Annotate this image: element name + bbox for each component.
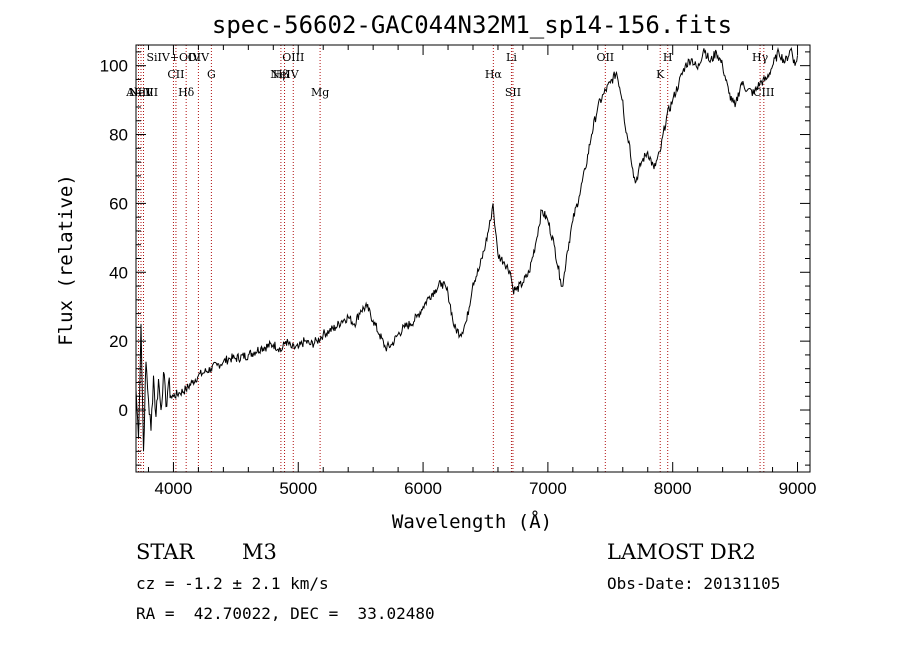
marker-label: OIII	[282, 51, 304, 64]
marker-label: G	[207, 68, 216, 81]
y-tick-label: 20	[109, 332, 128, 351]
x-tick-label: 7000	[529, 479, 567, 498]
marker-label: K	[656, 68, 665, 81]
marker-label: SiIV+OIV	[147, 51, 202, 64]
survey-name: LAMOST DR2	[607, 540, 756, 564]
x-tick-label: 8000	[654, 479, 692, 498]
x-tick-label: 6000	[404, 479, 442, 498]
axis-ticks: 4000 5000 6000 7000 8000 9000 0 20 40 60 80 100	[100, 45, 817, 498]
marker-label: NeV	[129, 86, 154, 99]
marker-label: H	[663, 51, 673, 64]
marker-label: OIV	[188, 51, 210, 64]
object-class: STAR	[136, 540, 195, 564]
y-tick-label: 80	[109, 126, 128, 145]
x-tick-label: 4000	[155, 479, 193, 498]
marker-label: Hδ	[178, 86, 195, 99]
marker-label: OII	[596, 51, 614, 64]
marker-label: NeIV	[270, 68, 299, 81]
marker-label: Mg	[311, 86, 329, 99]
spectrum-line	[135, 47, 798, 452]
y-tick-label: 40	[109, 263, 128, 282]
marker-label: CII	[167, 68, 184, 81]
x-tick-label: 5000	[279, 479, 317, 498]
redshift-readout: cz = -1.2 ± 2.1 km/s	[136, 574, 329, 593]
x-axis-label: Wavelength (Å)	[392, 510, 552, 533]
x-tick-label: 9000	[779, 479, 817, 498]
marker-label: Li	[506, 51, 517, 64]
chart-title: spec-56602-GAC044N32M1_sp14-156.fits	[212, 11, 732, 39]
plot-frame	[135, 44, 811, 473]
marker-label: NeIII	[129, 86, 158, 99]
marker-label: Hβ	[273, 68, 289, 81]
marker-label: SII	[505, 86, 521, 99]
y-tick-label: 0	[119, 401, 128, 420]
ra-dec-readout: RA = 42.70022, DEC = 33.02480	[136, 604, 435, 623]
y-tick-label: 60	[109, 194, 128, 213]
y-tick-label: 100	[100, 57, 128, 76]
marker-label: Hα	[485, 68, 503, 81]
marker-label: CIII	[753, 86, 774, 99]
marker-label: AlIII	[125, 86, 151, 99]
y-axis-label: Flux (relative)	[55, 174, 77, 346]
marker-label: Hγ	[752, 51, 769, 64]
object-subclass: M3	[242, 540, 277, 564]
obs-date: Obs-Date: 20131105	[607, 574, 781, 593]
